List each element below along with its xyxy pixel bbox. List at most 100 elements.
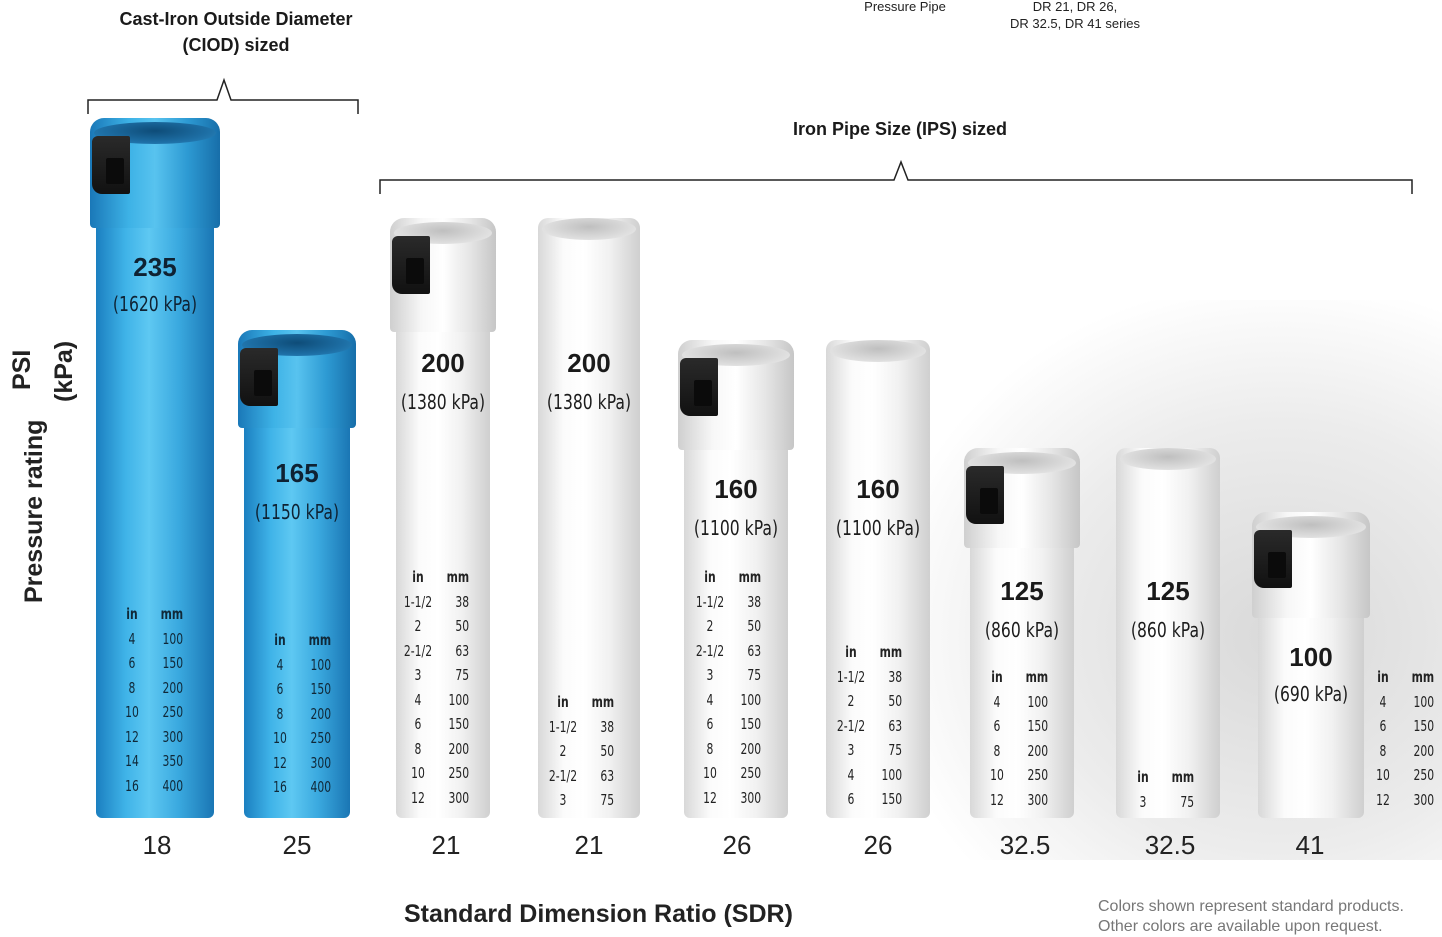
size-mm: 75 [888, 741, 903, 759]
psi-value: 160 [856, 474, 900, 504]
size-row: 12 300 [114, 725, 183, 750]
size-row: 2 50 [833, 689, 903, 714]
size-mm: 150 [162, 654, 184, 672]
size-in: 4 [706, 690, 714, 709]
size-in: 14 [125, 752, 139, 770]
pipe-sdr-18-gasketed [90, 118, 220, 818]
kpa-value: (860 kPa) [1130, 618, 1206, 642]
size-mm: 200 [162, 678, 184, 697]
sdr-label: 32.5 [1144, 830, 1196, 860]
size-row: 1-1/2 38 [400, 590, 469, 615]
size-row: 10 250 [1365, 763, 1434, 788]
y-axis-title: Pressure rating [20, 419, 48, 603]
size-mm: 100 [1413, 692, 1435, 711]
size-mm: 63 [455, 641, 470, 660]
kpa-value: (860 kPa) [984, 618, 1060, 642]
size-table-header: in mm [1125, 765, 1194, 790]
mm-column-header: mm [738, 568, 762, 586]
ciod-header-line-1: Cast-Iron Outside Diameter [119, 9, 353, 29]
size-mm: 38 [888, 667, 903, 686]
pipe-bell [678, 340, 794, 450]
size-table-header: in mm [262, 628, 331, 653]
size-mm: 400 [162, 776, 184, 795]
size-table: in mm 4 100 6 150 8 200 10 250 12 300 14 350 16 400 [114, 602, 183, 798]
size-table: in mm 1-1/2 38 2 50 2-1/2 63 3 75 4 100 6 150 8 200 10 25… [692, 565, 761, 810]
size-in: 4 [128, 629, 136, 648]
size-mm: 50 [455, 617, 470, 635]
kpa-value: (1380 kPa) [546, 390, 632, 414]
pipe-body [1258, 610, 1364, 818]
size-in: 10 [1376, 766, 1390, 784]
size-mm: 300 [310, 753, 332, 772]
size-mm: 100 [448, 690, 470, 709]
psi-value: 160 [714, 474, 758, 504]
size-in: 8 [276, 704, 284, 723]
size-in: 4 [414, 690, 422, 709]
kpa-value: (1380 kPa) [400, 390, 486, 414]
size-in: 1-1/2 [695, 592, 725, 611]
in-column-header: in [412, 568, 424, 586]
size-in: 10 [273, 729, 287, 747]
size-in: 2 [559, 742, 567, 760]
size-in: 2 [847, 692, 855, 710]
psi-value: 125 [1146, 576, 1190, 606]
size-in: 6 [1379, 717, 1387, 735]
size-in: 8 [128, 678, 136, 697]
size-mm: 150 [881, 790, 903, 808]
size-mm: 75 [600, 791, 615, 809]
pipe-bell [1252, 512, 1370, 618]
ips-bracket [379, 159, 1413, 194]
size-mm: 75 [747, 666, 762, 684]
sdr-label: 26 [722, 830, 752, 860]
size-row: 2-1/2 63 [833, 714, 902, 739]
size-in: 10 [703, 764, 717, 782]
pipe-opening [830, 340, 926, 362]
size-in: 10 [411, 764, 425, 782]
size-mm: 300 [448, 788, 470, 807]
size-table: in mm 4 100 6 150 8 200 10 250 12 300 [1365, 665, 1434, 812]
pipe-sdr-21-gasketed [390, 218, 496, 818]
size-mm: 250 [162, 703, 184, 721]
size-row: 2 50 [400, 614, 470, 639]
size-mm: 300 [1027, 790, 1049, 809]
size-row: 8 200 [262, 702, 332, 727]
size-mm: 200 [310, 704, 332, 723]
psi-value: 125 [1000, 576, 1044, 606]
size-mm: 200 [740, 739, 762, 758]
size-in: 1-1/2 [836, 667, 866, 686]
in-column-header: in [1137, 768, 1149, 786]
size-mm: 38 [455, 592, 470, 611]
sdr-label: 26 [863, 830, 893, 860]
psi-value: 200 [567, 348, 611, 378]
size-in: 4 [993, 692, 1001, 711]
gasket-icon [1254, 530, 1292, 588]
mm-column-header: mm [1411, 668, 1435, 686]
pipe-body [970, 540, 1074, 818]
pipe-body [684, 442, 788, 818]
size-mm: 250 [310, 729, 332, 747]
size-row: 12 300 [979, 788, 1048, 813]
size-in: 12 [273, 753, 287, 772]
pipe-body [396, 324, 490, 818]
size-in: 6 [706, 715, 714, 733]
size-mm: 150 [1413, 717, 1435, 735]
size-row: 6 150 [400, 712, 470, 737]
dr-series-label: DR 21, DR 26, DR 32.5, DR 41 series [990, 0, 1160, 32]
size-row: 10 250 [262, 726, 331, 751]
in-column-header: in [274, 631, 286, 649]
size-mm: 38 [747, 592, 762, 611]
size-mm: 150 [448, 715, 470, 733]
size-mm: 63 [747, 641, 762, 660]
ciod-bracket [87, 77, 359, 114]
size-in: 2-1/2 [548, 766, 578, 785]
size-in: 12 [411, 788, 425, 807]
size-row: 6 150 [979, 714, 1049, 739]
gasket-icon [680, 358, 718, 416]
size-row: 10 250 [979, 763, 1048, 788]
size-in: 10 [125, 703, 139, 721]
size-mm: 38 [600, 717, 615, 736]
size-row: 2-1/2 63 [545, 764, 614, 789]
kpa-value: (1620 kPa) [112, 292, 198, 316]
size-mm: 63 [888, 716, 903, 735]
in-column-header: in [1377, 668, 1389, 686]
